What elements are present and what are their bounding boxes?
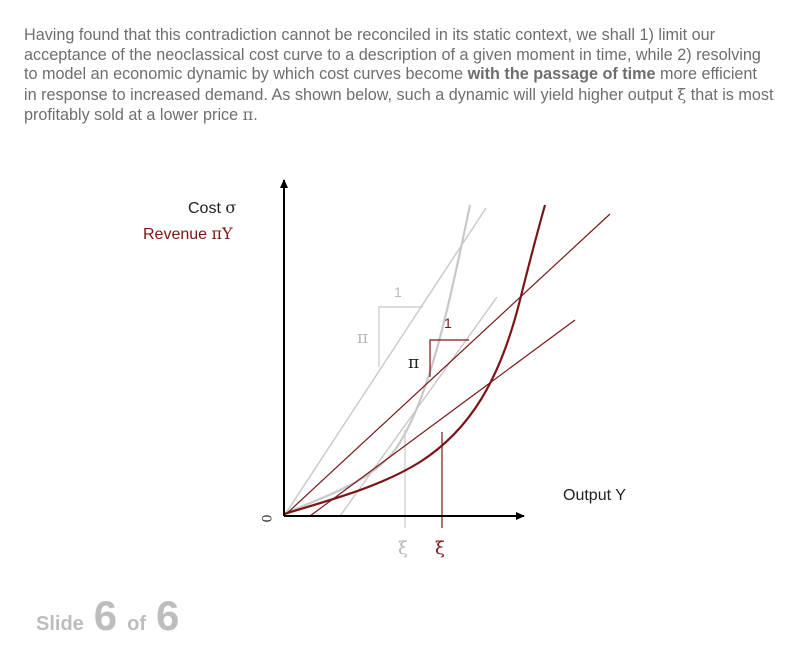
old-cost-curve: [283, 204, 472, 516]
slide-total-number: 6: [156, 592, 180, 639]
old-unit-label: 1: [394, 284, 402, 300]
old-slope-label: π: [357, 328, 369, 348]
cost-axis-label: Cost σ: [188, 198, 236, 218]
cost-label-text: Cost: [188, 200, 221, 217]
paragraph-pi-symbol: π: [242, 105, 254, 125]
new-slope-label: π: [408, 353, 420, 373]
revenue-axis-label: Revenue πY: [143, 224, 233, 244]
revenue-symbol: πY: [211, 224, 233, 243]
new-tangent-line: [309, 319, 576, 517]
slide-of-word: of: [127, 613, 147, 635]
x-axis-label: Output Y: [563, 487, 626, 504]
paragraph-text-2: more efficient in response to increased …: [24, 65, 757, 104]
paragraph-text-3: that is most profitably sold at a lower …: [24, 85, 774, 125]
slide-counter: Slide 6 of 6: [36, 592, 189, 640]
paragraph-text-1: Having found that this contradiction can…: [24, 26, 761, 84]
new-output-label: ξ: [435, 538, 445, 559]
slide-current-number: 6: [93, 592, 118, 639]
new-cost-curve: [283, 204, 547, 516]
paragraph-xi-symbol: ξ: [677, 84, 687, 104]
intro-paragraph: Having found that this contradiction can…: [24, 26, 774, 126]
old-output-label: ξ: [398, 538, 408, 559]
new-slope-triangle: [429, 339, 469, 377]
old-slope-triangle: [378, 306, 423, 367]
origin-label: 0: [260, 514, 276, 523]
slide-word: Slide: [36, 613, 84, 635]
paragraph-bold-phrase: with the passage of time: [467, 65, 656, 84]
old-revenue-line: [283, 207, 487, 517]
new-revenue-line: [283, 213, 611, 517]
revenue-label-text: Revenue: [143, 226, 208, 243]
new-unit-label: 1: [444, 315, 452, 331]
paragraph-text-4: .: [253, 106, 258, 125]
cost-symbol: σ: [225, 198, 237, 217]
